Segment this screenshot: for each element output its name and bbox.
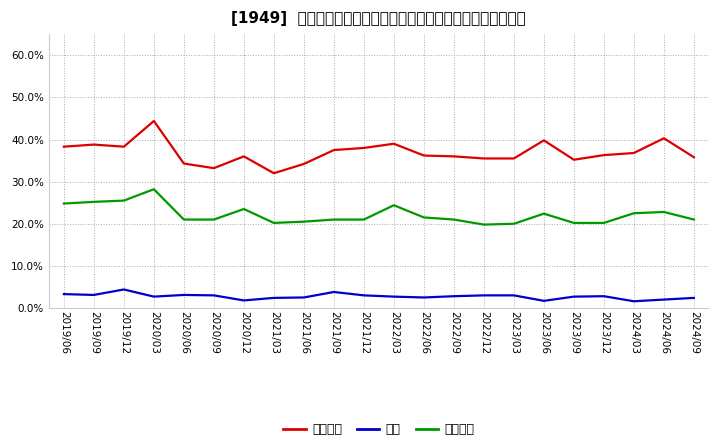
Legend: 売上債権, 在庫, 買入債務: 売上債権, 在庫, 買入債務 [278,418,480,440]
Title: [1949]  売上債権、在庫、買入債務の総資産に対する比率の推移: [1949] 売上債権、在庫、買入債務の総資産に対する比率の推移 [232,11,526,26]
